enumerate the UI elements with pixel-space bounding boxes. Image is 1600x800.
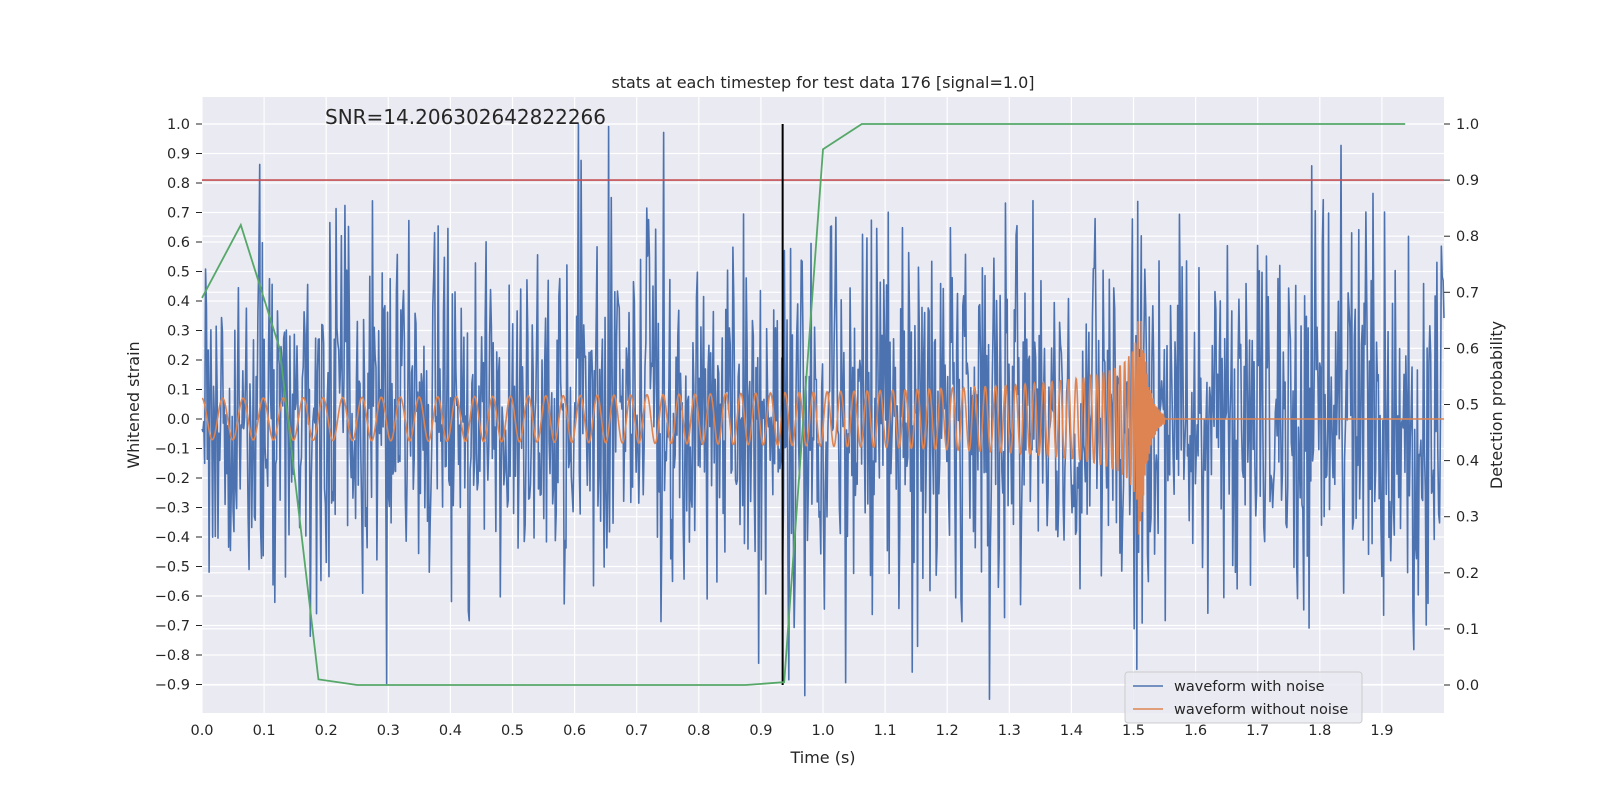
y-right-tick-label: 0.2 bbox=[1456, 566, 1479, 582]
y-axis-label-left: Whitened strain bbox=[124, 341, 143, 468]
y-left-tick-label: 0.9 bbox=[167, 147, 190, 163]
legend-box bbox=[1124, 671, 1363, 724]
y-left-tick-label: −0.1 bbox=[155, 442, 190, 458]
y-right-tick-label: 0.7 bbox=[1456, 285, 1479, 301]
x-tick-label: 1.4 bbox=[1060, 723, 1083, 739]
x-tick-label: 1.0 bbox=[811, 723, 834, 739]
x-tick-label: 0.1 bbox=[253, 723, 276, 739]
y-right-tick-label: 0.9 bbox=[1456, 173, 1479, 189]
x-tick-label: 1.5 bbox=[1122, 723, 1145, 739]
x-axis-label: Time (s) bbox=[789, 748, 855, 767]
x-tick-label: 0.8 bbox=[687, 723, 710, 739]
y-right-tick-label: 0.0 bbox=[1456, 678, 1479, 694]
y-left-tick-label: −0.7 bbox=[155, 619, 190, 635]
y-right-ticks: 1.0 0.9 0.8 0.7 0.6 0.5 0.4 0.3 0.2 0.1 0.0 bbox=[1444, 117, 1479, 694]
y-left-tick-label: 1.0 bbox=[167, 117, 190, 133]
snr-annotation: SNR=14.206302642822266 bbox=[325, 105, 606, 129]
x-tick-label: 0.0 bbox=[190, 723, 213, 739]
y-left-tick-label: −0.9 bbox=[155, 678, 190, 694]
y-left-tick-label: −0.8 bbox=[155, 648, 190, 664]
x-tick-label: 1.1 bbox=[874, 723, 897, 739]
y-left-tick-label: 0.2 bbox=[167, 353, 190, 369]
x-tick-label: 1.8 bbox=[1308, 723, 1331, 739]
x-tick-label: 0.3 bbox=[377, 723, 400, 739]
chart-title: stats at each timestep for test data 176… bbox=[611, 73, 1034, 92]
y-left-tick-label: 0.4 bbox=[167, 294, 190, 310]
y-left-tick-label: 0.8 bbox=[167, 176, 190, 192]
series-layer bbox=[201, 123, 1445, 701]
x-ticks: 0.0 0.1 0.2 0.3 0.4 0.5 0.6 0.7 0.8 0.9 1.0 1.1 1.2 1… bbox=[190, 723, 1393, 739]
y-left-tick-label: 0.6 bbox=[167, 235, 190, 251]
y-right-tick-label: 0.4 bbox=[1456, 454, 1479, 470]
y-left-tick-label: 0.3 bbox=[167, 324, 190, 340]
legend-label-clean: waveform without noise bbox=[1174, 702, 1348, 718]
y-left-tick-label: −0.3 bbox=[155, 501, 190, 517]
y-left-tick-label: −0.6 bbox=[155, 589, 190, 605]
y-right-tick-label: 0.1 bbox=[1456, 622, 1479, 638]
y-left-tick-label: 0.0 bbox=[167, 412, 190, 428]
legend-label-noise: waveform with noise bbox=[1174, 679, 1325, 695]
x-tick-label: 0.7 bbox=[625, 723, 648, 739]
x-tick-label: 1.9 bbox=[1370, 723, 1393, 739]
x-tick-label: 0.2 bbox=[315, 723, 338, 739]
y-right-tick-label: 0.8 bbox=[1456, 229, 1479, 245]
y-left-tick-label: 0.1 bbox=[167, 383, 190, 399]
legend: waveform with noise waveform without noi… bbox=[1124, 671, 1363, 724]
y-right-tick-label: 0.5 bbox=[1456, 398, 1479, 414]
series-waveform-without-noise bbox=[201, 321, 1444, 535]
y-left-tick-label: 0.5 bbox=[167, 265, 190, 281]
x-tick-label: 1.6 bbox=[1184, 723, 1207, 739]
y-left-tick-label: −0.4 bbox=[155, 530, 190, 546]
x-tick-label: 0.5 bbox=[501, 723, 524, 739]
y-right-tick-label: 0.3 bbox=[1456, 510, 1479, 526]
y-left-tick-label: 0.7 bbox=[167, 206, 190, 222]
x-tick-label: 1.3 bbox=[998, 723, 1021, 739]
y-axis-label-right: Detection probability bbox=[1487, 321, 1506, 489]
series-detection-probability bbox=[201, 123, 1406, 686]
y-left-tick-label: −0.2 bbox=[155, 471, 190, 487]
x-tick-label: 0.4 bbox=[439, 723, 462, 739]
y-left-tick-label: −0.5 bbox=[155, 560, 190, 576]
y-right-tick-label: 1.0 bbox=[1456, 117, 1479, 133]
x-tick-label: 0.6 bbox=[563, 723, 586, 739]
series-waveform-with-noise bbox=[201, 123, 1445, 701]
y-right-tick-label: 0.6 bbox=[1456, 341, 1479, 357]
x-tick-label: 1.7 bbox=[1246, 723, 1269, 739]
y-left-ticks: 1.0 0.9 0.8 0.7 0.6 0.5 0.4 0.3 0.2 0.1 0.0 −0.1 −0.… bbox=[155, 117, 202, 694]
x-tick-label: 0.9 bbox=[749, 723, 772, 739]
x-tick-label: 1.2 bbox=[936, 723, 959, 739]
